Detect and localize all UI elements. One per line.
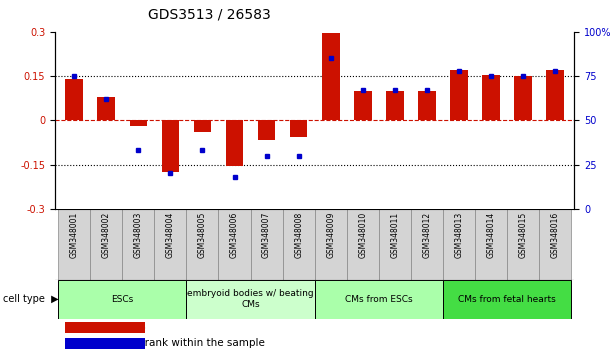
Text: CMs from fetal hearts: CMs from fetal hearts xyxy=(458,295,556,304)
Text: GSM348014: GSM348014 xyxy=(486,212,496,258)
Text: CMs from ESCs: CMs from ESCs xyxy=(345,295,412,304)
Bar xyxy=(122,209,155,280)
Bar xyxy=(482,75,500,120)
Bar xyxy=(65,79,83,120)
Bar xyxy=(161,120,179,172)
Bar xyxy=(186,280,315,319)
Text: GSM348006: GSM348006 xyxy=(230,212,239,258)
Bar xyxy=(290,120,307,137)
Bar xyxy=(90,209,122,280)
Bar xyxy=(65,338,145,349)
Bar xyxy=(354,91,371,120)
Bar xyxy=(346,209,379,280)
Bar xyxy=(322,33,340,120)
Bar xyxy=(539,209,571,280)
Bar xyxy=(443,280,571,319)
Text: embryoid bodies w/ beating
CMs: embryoid bodies w/ beating CMs xyxy=(187,290,314,309)
Text: GDS3513 / 26583: GDS3513 / 26583 xyxy=(148,7,271,21)
Text: GSM348012: GSM348012 xyxy=(422,212,431,258)
Bar xyxy=(386,91,404,120)
Text: GSM348013: GSM348013 xyxy=(455,212,463,258)
Bar xyxy=(315,280,443,319)
Bar xyxy=(258,120,276,139)
Text: GSM348010: GSM348010 xyxy=(358,212,367,258)
Bar xyxy=(155,209,186,280)
Bar xyxy=(98,97,115,120)
Text: GSM348004: GSM348004 xyxy=(166,212,175,258)
Bar xyxy=(283,209,315,280)
Bar xyxy=(251,209,283,280)
Text: ESCs: ESCs xyxy=(111,295,133,304)
Bar xyxy=(411,209,443,280)
Text: percentile rank within the sample: percentile rank within the sample xyxy=(89,338,265,348)
Bar xyxy=(130,120,147,126)
Bar xyxy=(194,120,211,132)
Text: GSM348007: GSM348007 xyxy=(262,212,271,258)
Bar xyxy=(186,209,219,280)
Bar xyxy=(475,209,507,280)
Text: GSM348015: GSM348015 xyxy=(519,212,527,258)
Text: GSM348001: GSM348001 xyxy=(70,212,79,258)
Text: GSM348003: GSM348003 xyxy=(134,212,143,258)
Text: GSM348009: GSM348009 xyxy=(326,212,335,258)
Bar xyxy=(379,209,411,280)
Text: GSM348011: GSM348011 xyxy=(390,212,400,258)
Text: GSM348002: GSM348002 xyxy=(102,212,111,258)
Bar xyxy=(219,209,251,280)
Bar xyxy=(507,209,539,280)
Text: GSM348005: GSM348005 xyxy=(198,212,207,258)
Bar xyxy=(450,70,468,120)
Bar xyxy=(514,76,532,120)
Text: log10 ratio: log10 ratio xyxy=(89,322,145,332)
Text: cell type  ▶: cell type ▶ xyxy=(3,294,59,304)
Bar xyxy=(58,209,90,280)
Bar xyxy=(225,120,243,166)
Bar xyxy=(65,322,145,333)
Text: GSM348016: GSM348016 xyxy=(551,212,560,258)
Text: GSM348008: GSM348008 xyxy=(294,212,303,258)
Bar xyxy=(418,91,436,120)
Bar xyxy=(58,280,186,319)
Bar xyxy=(546,70,564,120)
Bar xyxy=(315,209,346,280)
Bar xyxy=(443,209,475,280)
